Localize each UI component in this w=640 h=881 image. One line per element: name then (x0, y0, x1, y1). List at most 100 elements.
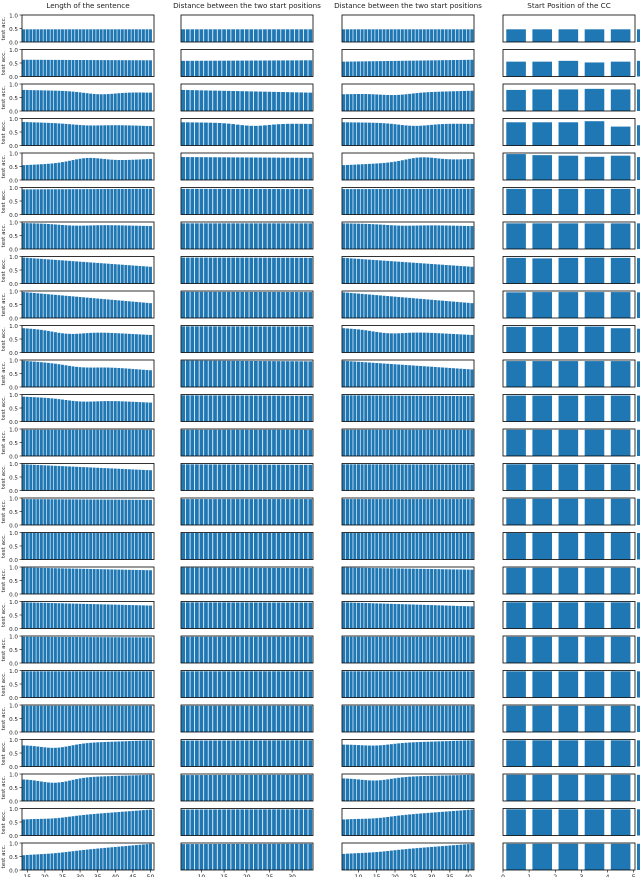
bar (389, 225, 393, 249)
bar (106, 776, 110, 801)
bar (120, 92, 124, 111)
bar (244, 671, 249, 698)
bar (78, 333, 82, 353)
bar (459, 464, 463, 491)
bar (367, 189, 371, 215)
bar (267, 157, 272, 180)
bar (375, 705, 379, 732)
bar (411, 671, 415, 698)
bar (345, 636, 349, 663)
bar (253, 326, 258, 353)
bar (213, 429, 217, 456)
bar (131, 845, 135, 870)
bar (272, 567, 276, 594)
y-tick-label: 0.0 (9, 420, 18, 426)
bar (415, 776, 419, 801)
bar (181, 602, 186, 629)
bar (532, 292, 553, 318)
bar (415, 225, 419, 249)
bar (360, 293, 364, 318)
bar (120, 741, 124, 767)
bar (422, 188, 426, 215)
bar (404, 125, 408, 146)
bar (610, 809, 631, 836)
bar (113, 604, 117, 629)
bar (231, 429, 236, 456)
bar (263, 671, 267, 698)
bar (397, 743, 401, 767)
bar (50, 782, 54, 801)
bar (208, 429, 213, 456)
bar (117, 159, 121, 180)
bar (404, 94, 408, 111)
bar (558, 567, 579, 594)
bar (285, 843, 290, 870)
y-tick-label: 0.5 (9, 130, 18, 136)
bar (142, 125, 145, 146)
bar (441, 124, 445, 146)
bar (120, 429, 124, 456)
bar (360, 499, 364, 525)
bar (437, 300, 441, 318)
bar (285, 123, 290, 146)
bar (375, 295, 379, 318)
bar (378, 745, 382, 767)
bar (353, 189, 357, 215)
bar (64, 59, 68, 77)
bar (110, 468, 114, 491)
bar (308, 123, 313, 146)
subplot-panel (180, 49, 314, 77)
bar (411, 158, 415, 180)
bar (22, 602, 26, 629)
bar (43, 397, 47, 422)
bar (389, 850, 393, 870)
bar (99, 705, 103, 732)
bar (39, 397, 43, 422)
bar (375, 671, 379, 698)
bar (181, 188, 186, 215)
bar (99, 225, 103, 249)
bar (378, 332, 382, 353)
bar (415, 705, 419, 732)
bar (117, 499, 121, 525)
bar (364, 745, 368, 767)
bar (267, 499, 272, 525)
subplot-panel (180, 428, 314, 457)
subplot-panel (341, 532, 475, 560)
bar (437, 775, 441, 801)
bar (92, 569, 96, 594)
bar (349, 429, 353, 456)
bar (75, 91, 79, 111)
bar (195, 705, 199, 732)
bar (459, 636, 463, 663)
bar (397, 124, 401, 146)
bar (39, 567, 43, 594)
subplot-panel (180, 325, 314, 353)
bar (29, 29, 33, 42)
bar (29, 636, 33, 663)
bar (378, 499, 382, 525)
bar (437, 464, 441, 491)
bar (43, 362, 47, 387)
bar (470, 533, 474, 560)
bar (68, 296, 71, 318)
bar (106, 637, 110, 663)
bar (117, 225, 121, 249)
bar (426, 60, 430, 77)
bar (64, 603, 68, 629)
bar (532, 636, 553, 663)
bar (149, 637, 152, 663)
bar (75, 671, 79, 698)
bar (441, 741, 445, 767)
bar (437, 188, 441, 215)
bar (142, 810, 145, 836)
bar (39, 854, 43, 870)
bar (71, 745, 75, 767)
bar (375, 163, 379, 180)
bar (386, 395, 390, 422)
bar (131, 775, 135, 801)
bar (235, 157, 240, 180)
